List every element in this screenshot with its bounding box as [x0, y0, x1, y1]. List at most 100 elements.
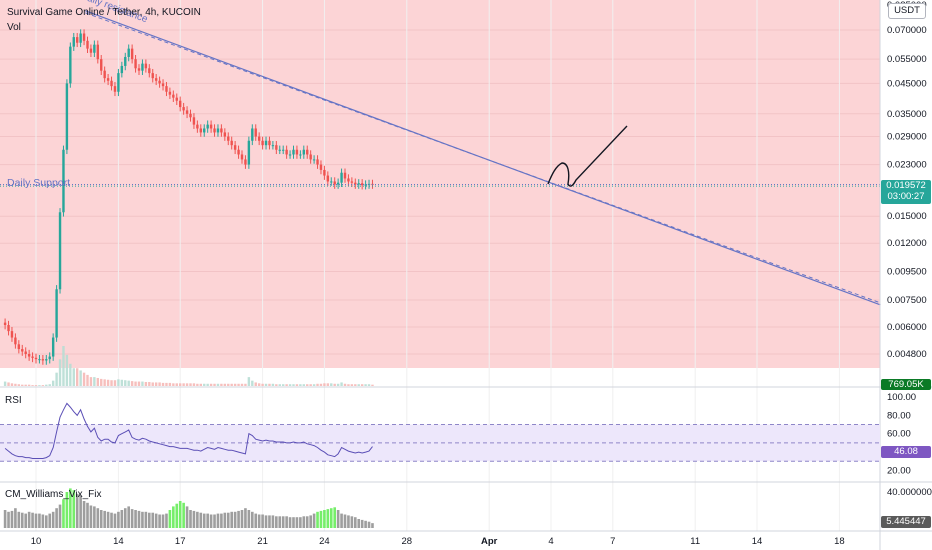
volume-bar	[299, 384, 302, 386]
vix-bar	[213, 514, 216, 528]
resistance-trendline-dashed[interactable]	[85, 12, 881, 304]
candle-body	[3, 322, 7, 326]
candle-body	[168, 91, 172, 95]
vix-bar	[371, 523, 374, 528]
volume-bar	[130, 381, 134, 386]
vix-bar	[323, 510, 326, 528]
volume-bar	[220, 383, 223, 386]
price-tick-label: 0.023000	[887, 160, 927, 171]
vix-bar	[285, 516, 288, 528]
rsi-tick-label: 80.00	[887, 410, 911, 421]
vix-bar	[79, 495, 82, 528]
rsi-line	[4, 402, 373, 459]
candle-body	[24, 351, 27, 354]
time-tick-label: 18	[834, 536, 845, 547]
rsi-tick-label: 60.00	[887, 429, 911, 440]
candle-body	[161, 83, 165, 87]
vix-bar	[244, 508, 247, 528]
vix-bar	[3, 510, 7, 528]
candle-body	[275, 145, 278, 150]
rsi-legend[interactable]: RSI	[5, 395, 22, 406]
candle-body	[285, 149, 288, 155]
vix-bar	[302, 516, 306, 528]
candle-body	[148, 68, 151, 74]
volume-bar	[96, 378, 100, 386]
vix-bar	[161, 514, 165, 528]
vix-bar	[175, 503, 179, 528]
volume-bar	[233, 383, 237, 386]
candle-body	[319, 164, 323, 170]
volume-bar	[257, 383, 261, 386]
vix-bar	[113, 513, 117, 528]
volume-bar	[72, 368, 75, 386]
vix-bar	[14, 508, 17, 528]
symbol-title[interactable]: Survival Game Online / Tether, 4h, KUCOI…	[7, 7, 201, 18]
vix-bar	[196, 511, 199, 528]
vix-bar	[137, 510, 141, 528]
price-tick-label: 0.015000	[887, 211, 927, 222]
volume-bar	[367, 384, 371, 386]
candle-body	[93, 44, 96, 53]
vix-bar	[123, 508, 127, 528]
price-tick-label: 0.007500	[887, 295, 927, 306]
candle-body	[14, 337, 17, 345]
vix-bar	[17, 511, 21, 528]
volume-bar	[223, 383, 227, 386]
candle-body	[178, 100, 182, 108]
volume-bar	[41, 385, 45, 386]
vix-bar	[75, 493, 79, 528]
vix-bar	[264, 515, 268, 528]
volume-bar	[93, 377, 96, 386]
vix-bar	[72, 490, 76, 528]
vix-bar	[350, 516, 354, 528]
candle-body	[189, 113, 192, 118]
volume-bar	[330, 383, 333, 386]
price-tick-label: 0.009500	[887, 266, 927, 277]
vix-bar	[295, 517, 299, 528]
candle-body	[237, 149, 240, 155]
volume-bar	[165, 382, 168, 386]
candles	[3, 29, 374, 365]
volume-bar	[336, 383, 340, 386]
vix-bar	[86, 502, 89, 528]
bar-countdown: 03:00:27	[887, 191, 925, 202]
candle-body	[251, 128, 254, 141]
volume-bar	[350, 384, 354, 386]
vix-bar	[268, 515, 271, 528]
volume-bar	[148, 382, 151, 386]
candle-body	[203, 128, 206, 133]
vix-bar	[367, 521, 371, 528]
candle-body	[364, 184, 367, 186]
vix-bar	[326, 509, 330, 528]
vix-fix-legend[interactable]: CM_Williams_Vix_Fix	[5, 489, 102, 500]
volume-bar	[192, 383, 196, 386]
volume-bar	[51, 380, 55, 386]
vix-bar	[357, 519, 361, 528]
time-tick-label: 17	[175, 536, 186, 547]
vix-bar	[141, 511, 144, 528]
vix-bar	[226, 512, 230, 528]
vix-bar	[51, 511, 55, 528]
volume-bar	[31, 385, 34, 386]
candle-body	[299, 154, 302, 156]
time-tick-label: 7	[610, 536, 615, 547]
volume-bar	[117, 379, 120, 386]
candle-body	[120, 65, 124, 74]
hand-drawn-projection[interactable]	[547, 125, 628, 187]
vix-bar	[151, 512, 155, 528]
volume-bar	[185, 383, 189, 386]
volume-bar	[38, 385, 41, 386]
candle-body	[182, 107, 185, 111]
volume-legend[interactable]: Vol	[7, 22, 21, 33]
volume-bar	[189, 383, 192, 386]
vix-bar	[343, 514, 347, 528]
currency-selector[interactable]: USDT	[888, 3, 926, 19]
last-price-badge: 0.019572 03:00:27	[881, 180, 931, 204]
candle-body	[103, 70, 106, 79]
volume-bar	[65, 354, 69, 386]
vix-bar	[353, 517, 357, 528]
vix-bar	[275, 516, 278, 528]
vix-bar	[154, 513, 158, 528]
